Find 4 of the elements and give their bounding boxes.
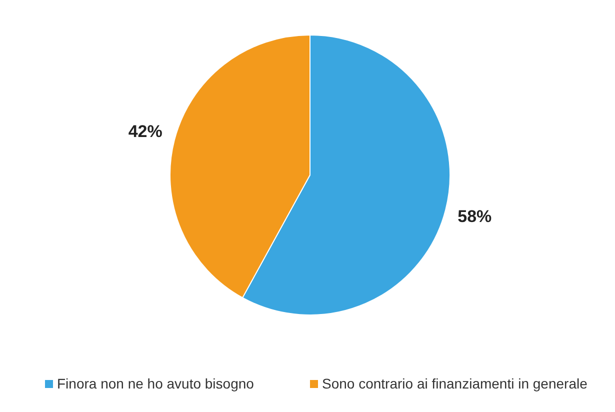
legend-label: Finora non ne ho avuto bisogno <box>57 376 254 392</box>
data-label: 58% <box>458 206 492 226</box>
legend-label: Sono contrario ai finanziamenti in generale <box>322 376 588 392</box>
data-label: 42% <box>128 122 162 142</box>
